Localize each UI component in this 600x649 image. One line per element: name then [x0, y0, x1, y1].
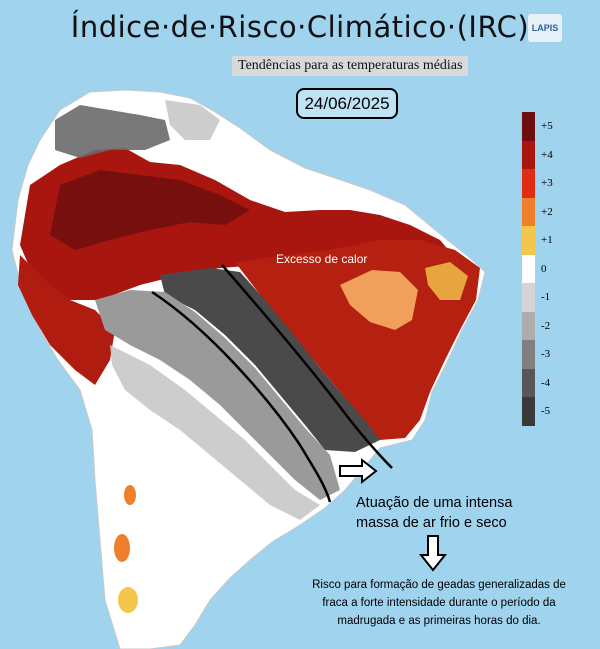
legend-label: -5: [541, 405, 551, 418]
legend-label: -3: [541, 348, 551, 361]
lapis-logo: LAPIS: [528, 14, 562, 42]
date-badge: 24/06/2025: [296, 88, 398, 119]
cold-zone-dark: [160, 268, 380, 452]
cold-zone-light: [110, 345, 320, 520]
legend-label: -1: [541, 291, 551, 304]
legend-swatch: [522, 311, 535, 340]
legend-label: +2: [541, 205, 553, 218]
annotation-heat: Excesso de calor: [276, 252, 368, 266]
legend-swatch: [522, 226, 535, 255]
heat-zone-west: [18, 255, 115, 385]
warm-spot-south-2: [118, 587, 138, 613]
annotation-cold-line-2: massa de ar frio e seco: [356, 515, 507, 531]
legend-item: -2: [522, 311, 553, 340]
annotation-frost-line-3: madrugada e as primeiras horas do dia.: [337, 615, 541, 627]
legend-label: 0: [541, 262, 547, 275]
legend-swatch: [522, 254, 535, 283]
legend-swatch: [522, 169, 535, 198]
legend-item: -3: [522, 340, 553, 369]
heat-zone-east-light: [340, 270, 418, 330]
legend-label: +1: [541, 234, 553, 247]
map-title: Índice·de·Risco·Climático·(IRC): [70, 10, 530, 44]
annotation-cold-line-1: Atuação de uma intensa: [356, 495, 513, 511]
heat-zone-north-dark: [50, 170, 250, 250]
map-subtitle: Tendências para as temperaturas médias: [232, 56, 469, 76]
legend-swatch: [522, 140, 535, 169]
annotation-frost-line-1: Risco para formação de geadas generaliza…: [312, 579, 566, 591]
legend-item: -1: [522, 283, 553, 312]
front-line-east: [221, 264, 393, 469]
legend-swatch: [522, 197, 535, 226]
annotation-cold-air-mass: Atuação de uma intensa massa de ar frio …: [356, 493, 512, 533]
legend-item: +1: [522, 226, 553, 255]
legend-label: +5: [541, 120, 553, 133]
front-line-west: [151, 290, 332, 503]
annotation-frost-risk: Risco para formação de geadas generaliza…: [284, 576, 594, 630]
cold-patch-north-light: [165, 100, 220, 140]
cold-zone-mid: [95, 290, 340, 500]
warm-spot-south-3: [124, 485, 136, 505]
legend-label: +3: [541, 177, 553, 190]
legend-swatch: [522, 283, 535, 312]
legend-label: -2: [541, 319, 551, 332]
legend-item: +3: [522, 169, 553, 198]
legend-item: +2: [522, 197, 553, 226]
legend-label: +4: [541, 148, 553, 161]
legend-item: -5: [522, 397, 553, 426]
legend-item: +5: [522, 112, 553, 141]
heat-zone-east: [235, 240, 480, 440]
heat-zone-east-light-2: [425, 262, 468, 300]
legend-swatch: [522, 368, 535, 397]
cold-patch-north: [55, 105, 170, 158]
arrow-right-icon: [339, 457, 378, 485]
legend-swatch: [522, 340, 535, 369]
legend-item: -4: [522, 368, 553, 397]
warm-spot-south-1: [114, 534, 130, 562]
legend-item: 0: [522, 254, 553, 283]
arrow-down-icon: [418, 535, 448, 572]
legend: +5 +4 +3 +2 +1 0 -1 -2 -3 -4 -5: [522, 112, 553, 426]
legend-swatch: [522, 112, 535, 141]
legend-item: +4: [522, 140, 553, 169]
annotation-frost-line-2: fraca a forte intensidade durante o perí…: [322, 597, 556, 609]
legend-label: -4: [541, 376, 551, 389]
legend-swatch: [522, 397, 535, 426]
